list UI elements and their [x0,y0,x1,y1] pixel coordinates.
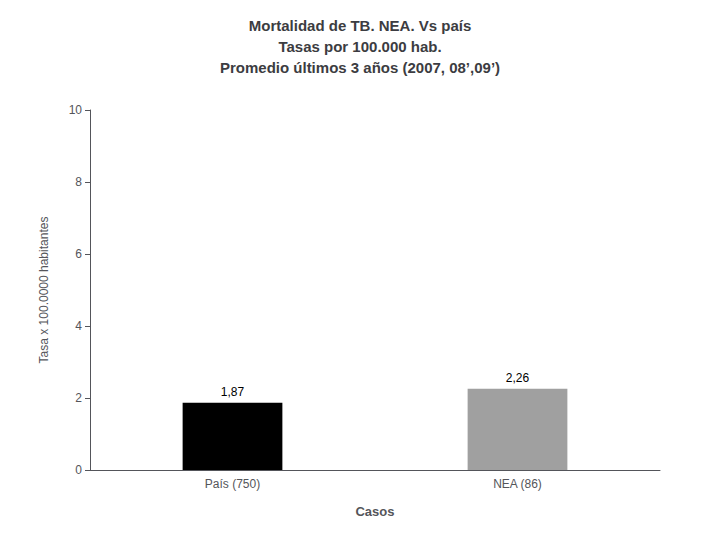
svg-text:1,87: 1,87 [221,385,245,399]
svg-text:8: 8 [75,175,82,189]
svg-text:NEA (86): NEA (86) [493,477,542,491]
svg-text:Casos: Casos [355,504,394,519]
svg-text:4: 4 [75,319,82,333]
svg-text:Promedio últimos 3 años (2007,: Promedio últimos 3 años (2007, 08’,09’) [220,59,500,76]
svg-text:Tasa x 100.0000 habitantes: Tasa x 100.0000 habitantes [37,217,51,364]
svg-text:Tasas por 100.000 hab.: Tasas por 100.000 hab. [278,38,441,55]
svg-text:2,26: 2,26 [506,371,530,385]
svg-text:2: 2 [75,391,82,405]
svg-text:Mortalidad de TB. NEA. Vs país: Mortalidad de TB. NEA. Vs país [249,17,472,34]
svg-text:0: 0 [75,463,82,477]
svg-text:10: 10 [69,103,83,117]
svg-text:6: 6 [75,247,82,261]
svg-text:País (750): País (750) [205,477,260,491]
